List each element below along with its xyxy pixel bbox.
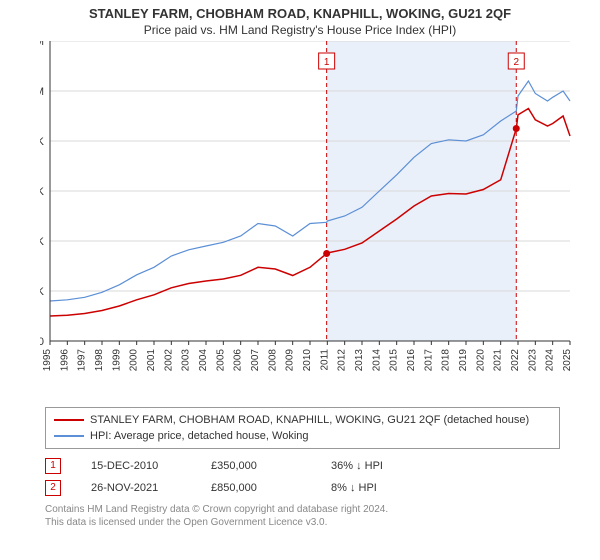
legend-label-hpi: HPI: Average price, detached house, Woki… (90, 428, 309, 444)
marker-price-1: £350,000 (211, 455, 301, 477)
marker-delta-1: 36% ↓ HPI (331, 455, 421, 477)
svg-text:2008: 2008 (267, 349, 278, 372)
svg-text:2016: 2016 (406, 349, 417, 372)
svg-text:1998: 1998 (94, 349, 105, 372)
chart-area: £0 £200K £400K £600K £800K £1M £1.2M 1995 1996 19… (40, 41, 600, 401)
svg-text:2024: 2024 (545, 349, 556, 372)
chart-title: STANLEY FARM, CHOBHAM ROAD, KNAPHILL, WO… (0, 0, 600, 21)
footnote: Contains HM Land Registry data © Crown c… (45, 503, 560, 529)
footnote-line-2: This data is licensed under the Open Gov… (45, 517, 327, 528)
marker-delta-2: 8% ↓ HPI (331, 477, 421, 499)
svg-text:2021: 2021 (493, 349, 504, 372)
chart-container: STANLEY FARM, CHOBHAM ROAD, KNAPHILL, WO… (0, 0, 600, 560)
svg-text:2006: 2006 (233, 349, 244, 372)
marker-table: 1 15-DEC-2010 £350,000 36% ↓ HPI 2 26-NO… (45, 455, 560, 499)
legend-swatch-property (54, 419, 84, 421)
svg-text:2000: 2000 (129, 349, 140, 372)
svg-text:2009: 2009 (285, 349, 296, 372)
svg-text:2017: 2017 (423, 349, 434, 372)
marker-price-2: £850,000 (211, 477, 301, 499)
svg-text:2004: 2004 (198, 349, 209, 372)
svg-text:2: 2 (513, 57, 519, 68)
svg-text:2020: 2020 (475, 349, 486, 372)
svg-text:2025: 2025 (562, 349, 573, 372)
legend-row-hpi: HPI: Average price, detached house, Woki… (54, 428, 551, 444)
svg-text:2007: 2007 (250, 349, 261, 372)
svg-text:2001: 2001 (146, 349, 157, 372)
marker-date-2: 26-NOV-2021 (91, 477, 181, 499)
svg-text:2010: 2010 (302, 349, 313, 372)
footnote-line-1: Contains HM Land Registry data © Crown c… (45, 504, 388, 515)
legend-row-property: STANLEY FARM, CHOBHAM ROAD, KNAPHILL, WO… (54, 412, 551, 428)
svg-text:£1M: £1M (40, 86, 44, 98)
legend-box: STANLEY FARM, CHOBHAM ROAD, KNAPHILL, WO… (45, 407, 560, 449)
legend-label-property: STANLEY FARM, CHOBHAM ROAD, KNAPHILL, WO… (90, 412, 529, 428)
marker-date-1: 15-DEC-2010 (91, 455, 181, 477)
svg-text:2018: 2018 (441, 349, 452, 372)
line-chart: £0 £200K £400K £600K £800K £1M £1.2M 1995 1996 19… (40, 41, 600, 401)
svg-text:1: 1 (324, 57, 330, 68)
svg-text:£400K: £400K (40, 236, 45, 248)
svg-text:2015: 2015 (389, 349, 400, 372)
marker-row-1: 1 15-DEC-2010 £350,000 36% ↓ HPI (45, 455, 560, 477)
svg-text:2012: 2012 (337, 349, 348, 372)
svg-text:£0: £0 (40, 336, 44, 348)
svg-text:2011: 2011 (319, 349, 330, 371)
svg-text:1995: 1995 (42, 349, 53, 372)
svg-text:£600K: £600K (40, 186, 45, 198)
svg-text:1996: 1996 (59, 349, 70, 372)
svg-text:1999: 1999 (111, 349, 122, 372)
svg-text:£200K: £200K (40, 286, 45, 298)
svg-text:2014: 2014 (371, 349, 382, 372)
svg-text:2002: 2002 (163, 349, 174, 372)
chart-subtitle: Price paid vs. HM Land Registry's House … (0, 21, 600, 41)
marker-badge-2: 2 (45, 480, 61, 496)
svg-text:2013: 2013 (354, 349, 365, 372)
svg-text:£800K: £800K (40, 136, 45, 148)
marker-row-2: 2 26-NOV-2021 £850,000 8% ↓ HPI (45, 477, 560, 499)
svg-text:2019: 2019 (458, 349, 469, 372)
legend-swatch-hpi (54, 435, 84, 437)
svg-text:2003: 2003 (181, 349, 192, 372)
svg-text:2005: 2005 (215, 349, 226, 372)
svg-text:2023: 2023 (527, 349, 538, 372)
svg-text:1997: 1997 (77, 349, 88, 372)
svg-text:£1.2M: £1.2M (40, 41, 44, 48)
svg-text:2022: 2022 (510, 349, 521, 372)
marker-badge-1: 1 (45, 458, 61, 474)
